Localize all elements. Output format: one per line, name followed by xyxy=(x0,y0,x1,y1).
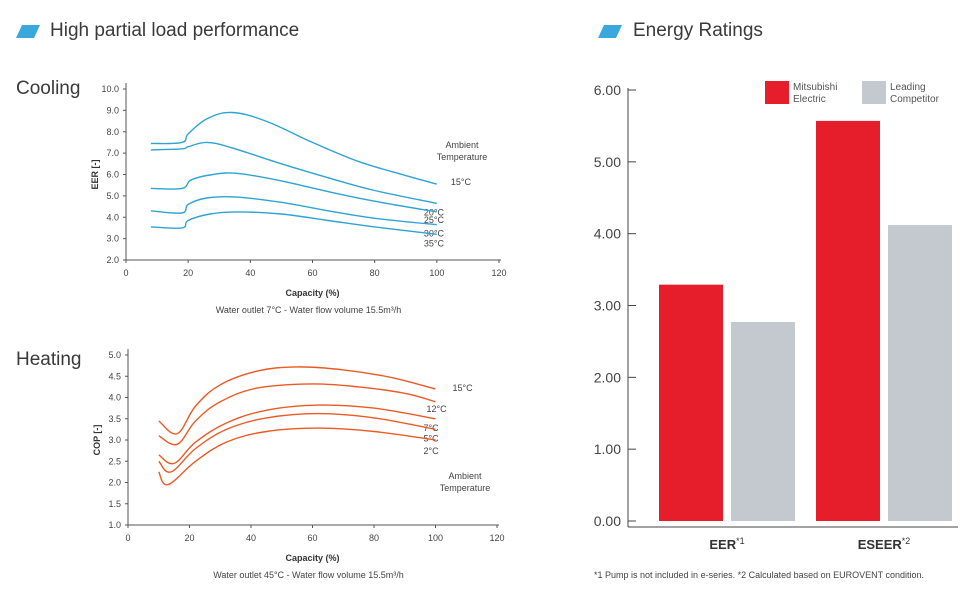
y-tick-label: 4.5 xyxy=(108,371,121,381)
cooling-chart-title: Cooling xyxy=(16,78,81,99)
legend-title: Ambient xyxy=(445,140,479,150)
x-tick-label: 120 xyxy=(489,533,504,543)
series-line xyxy=(158,412,436,473)
series-label: 20°C xyxy=(424,207,445,217)
bar xyxy=(888,225,952,521)
y-tick-label: 9.0 xyxy=(106,105,119,115)
series-line xyxy=(150,172,437,213)
y-tick-label: 3.0 xyxy=(106,234,119,244)
x-tick-label: 60 xyxy=(307,268,317,278)
category-footnote-mark: *2 xyxy=(902,536,911,546)
series-line xyxy=(150,211,437,235)
series-label: 25°C xyxy=(424,215,445,225)
y-tick-label: 2.5 xyxy=(108,456,121,466)
bar xyxy=(816,120,880,521)
series-line xyxy=(158,404,436,465)
x-axis-label: Capacity (%) xyxy=(285,288,339,298)
x-tick-label: 100 xyxy=(428,533,443,543)
series-line xyxy=(158,427,436,486)
x-axis-label: Capacity (%) xyxy=(285,553,339,563)
header-flag-icon xyxy=(16,25,40,38)
y-tick-label: 1.00 xyxy=(594,441,621,457)
series-line xyxy=(150,111,437,185)
x-tick-label: 80 xyxy=(370,268,380,278)
y-tick-label: 2.0 xyxy=(106,255,119,265)
series-label: 2°C xyxy=(424,446,440,456)
series-label: 7°C xyxy=(424,423,440,433)
y-tick-label: 3.00 xyxy=(594,298,621,314)
x-tick-label: 40 xyxy=(246,533,256,543)
category-label: EER*1 xyxy=(709,536,744,552)
y-tick-label: 1.5 xyxy=(108,499,121,509)
series-line xyxy=(158,366,436,435)
y-tick-label: 4.0 xyxy=(106,212,119,222)
series-label: 5°C xyxy=(424,433,440,443)
y-tick-label: 1.0 xyxy=(108,520,121,530)
heating-chart-title: Heating xyxy=(16,349,82,370)
legend-swatch xyxy=(765,81,789,104)
y-tick-label: 2.00 xyxy=(594,369,621,385)
series-label: 15°C xyxy=(453,383,474,393)
chart-caption: Water outlet 45°C - Water flow volume 15… xyxy=(213,570,404,580)
y-tick-label: 10.0 xyxy=(101,84,119,94)
y-axis-label: EER [-] xyxy=(90,160,100,190)
legend-swatch xyxy=(862,81,886,104)
x-tick-label: 60 xyxy=(307,533,317,543)
legend-label: Electric xyxy=(793,94,826,105)
x-tick-label: 80 xyxy=(369,533,379,543)
heating-chart: 1.0 1.5 2.0 2.5 3.0 3.5 4.0 4.5 5.0 0 20 40 60 80 100 1… xyxy=(92,349,505,580)
y-tick-label: 2.0 xyxy=(108,478,121,488)
y-tick-label: 5.0 xyxy=(106,191,119,201)
legend-label: Leading xyxy=(890,82,926,93)
y-tick-label: 5.00 xyxy=(594,154,621,170)
category-name: EER xyxy=(709,537,736,552)
cooling-chart: 2.0 3.0 4.0 5.0 6.0 7.0 8.0 9.0 10.0 0 20 40 60 80 100… xyxy=(90,83,507,315)
series-line xyxy=(150,141,437,205)
series-line xyxy=(150,195,437,226)
x-tick-label: 100 xyxy=(429,268,444,278)
series-line xyxy=(158,383,436,446)
y-tick-label: 4.00 xyxy=(594,226,621,242)
energy-ratings-footnote: *1 Pump is not included in e-series. *2 … xyxy=(594,570,925,580)
series-label: 15°C xyxy=(451,177,472,187)
legend-title: Temperature xyxy=(440,483,491,493)
header-flag-icon xyxy=(598,25,622,38)
category-name: ESEER xyxy=(858,537,903,552)
y-tick-label: 3.5 xyxy=(108,414,121,424)
x-tick-label: 20 xyxy=(184,533,194,543)
bar xyxy=(731,322,795,521)
legend-label: Mitsubishi xyxy=(793,82,837,93)
y-tick-label: 8.0 xyxy=(106,127,119,137)
section-title-partial-load: High partial load performance xyxy=(50,20,300,41)
x-tick-label: 0 xyxy=(125,533,130,543)
legend-title: Ambient xyxy=(448,471,482,481)
series-label: 35°C xyxy=(424,238,445,248)
x-tick-label: 20 xyxy=(183,268,193,278)
section-title-energy-ratings: Energy Ratings xyxy=(633,20,763,41)
x-tick-label: 0 xyxy=(123,268,128,278)
y-tick-label: 7.0 xyxy=(106,148,119,158)
x-tick-label: 120 xyxy=(491,268,506,278)
series-label: 12°C xyxy=(427,404,448,414)
chart-caption: Water outlet 7°C - Water flow volume 15.… xyxy=(216,305,402,315)
category-label: ESEER*2 xyxy=(858,536,911,552)
y-tick-label: 5.0 xyxy=(108,350,121,360)
y-tick-label: 6.0 xyxy=(106,170,119,180)
y-tick-label: 6.00 xyxy=(594,82,621,98)
bar xyxy=(659,284,723,521)
x-tick-label: 40 xyxy=(245,268,255,278)
y-axis-label: COP [-] xyxy=(92,425,102,456)
legend-label: Competitor xyxy=(890,94,940,105)
energy-ratings-chart: 0.00 1.00 2.00 3.00 4.00 5.00 6.00 EER*1 ESEER*2… xyxy=(594,81,958,552)
y-tick-label: 3.0 xyxy=(108,435,121,445)
category-footnote-mark: *1 xyxy=(736,536,745,546)
y-tick-label: 0.00 xyxy=(594,513,621,529)
legend-title: Temperature xyxy=(437,152,488,162)
y-tick-label: 4.0 xyxy=(108,393,121,403)
